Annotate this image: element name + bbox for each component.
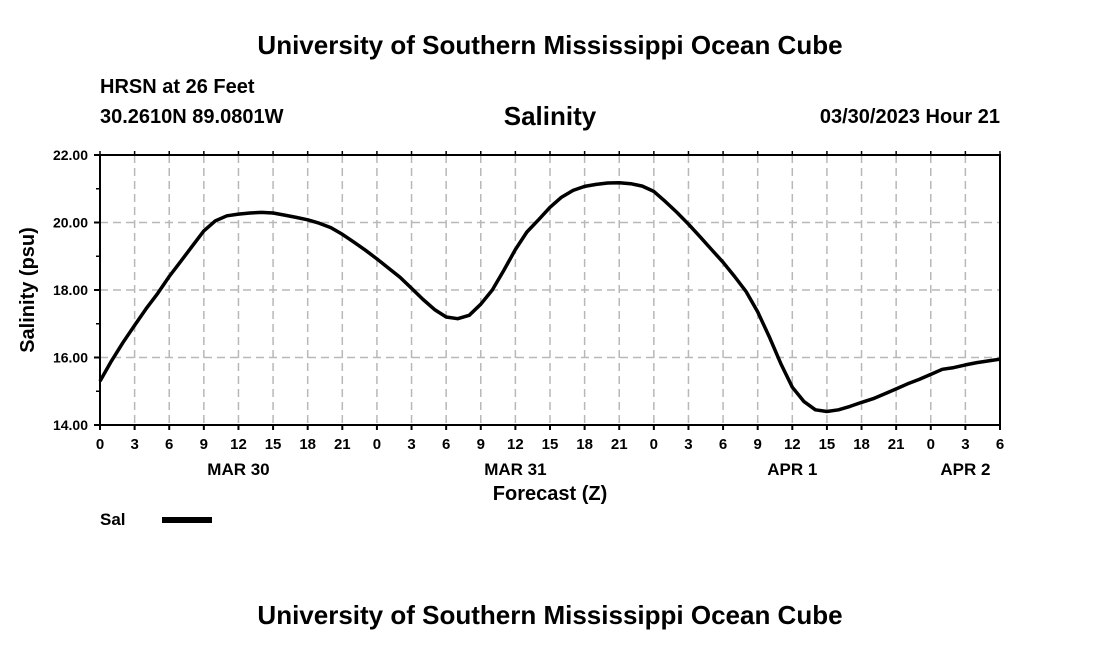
x-tick-label: 9: [200, 436, 208, 453]
x-tick-label: 18: [299, 436, 316, 453]
x-tick-label: 18: [576, 436, 593, 453]
x-tick-label: 21: [334, 436, 351, 453]
x-tick-label: 15: [265, 436, 282, 453]
x-tick-label: 0: [650, 436, 658, 453]
y-axis: 14.00 16.00 18.00 20.00 22.00: [53, 147, 100, 433]
x-axis-label: Forecast (Z): [493, 483, 607, 505]
date-label: APR 1: [767, 460, 817, 479]
x-tick-label: 6: [442, 436, 450, 453]
x-tick-label: 12: [507, 436, 524, 453]
variable-title: Salinity: [503, 101, 597, 131]
date-label: MAR 31: [484, 460, 546, 479]
grid-lines: [100, 155, 1000, 425]
y-tick-label: 20.00: [53, 215, 88, 231]
y-axis-label: Salinity (psu): [17, 227, 39, 353]
y-tick-label: 22.00: [53, 147, 88, 163]
forecast-timestamp: 03/30/2023 Hour 21: [819, 106, 1000, 128]
x-tick-label: 6: [165, 436, 173, 453]
x-tick-label: 6: [719, 436, 727, 453]
x-tick-label: 0: [96, 436, 104, 453]
x-tick-label: 12: [230, 436, 247, 453]
chart-title-bottom: University of Southern Mississippi Ocean…: [257, 600, 843, 630]
date-label: APR 2: [940, 460, 990, 479]
x-tick-label: 12: [784, 436, 801, 453]
x-tick-label: 0: [373, 436, 381, 453]
x-tick-label: 0: [927, 436, 935, 453]
x-tick-label: 15: [819, 436, 836, 453]
series-line-sal: [98, 180, 1001, 414]
chart-title-top: University of Southern Mississippi Ocean…: [257, 30, 843, 60]
x-tick-label: 3: [130, 436, 138, 453]
station-label: HRSN at 26 Feet: [100, 76, 255, 98]
x-tick-label: 6: [996, 436, 1004, 453]
station-coordinates: 30.2610N 89.0801W: [100, 106, 284, 128]
x-tick-label: 21: [888, 436, 905, 453]
x-tick-label: 15: [542, 436, 559, 453]
y-tick-label: 16.00: [53, 350, 88, 366]
x-tick-label: 3: [961, 436, 969, 453]
legend-swatch: [162, 517, 212, 523]
y-tick-label: 14.00: [53, 417, 88, 433]
x-tick-label: 9: [477, 436, 485, 453]
y-tick-label: 18.00: [53, 282, 88, 298]
x-tick-label: 21: [611, 436, 628, 453]
date-label: MAR 30: [207, 460, 269, 479]
legend-label: Sal: [100, 510, 126, 529]
x-tick-label: 18: [853, 436, 870, 453]
x-tick-label: 3: [407, 436, 415, 453]
x-tick-label: 9: [754, 436, 762, 453]
x-axis: 0 3 6 9 12 15 18 21 0 3 6 9 12 15 18 21 0 3 6 9 12 15 18 21 0 3 6 M…: [96, 151, 1004, 479]
x-tick-label: 3: [684, 436, 692, 453]
